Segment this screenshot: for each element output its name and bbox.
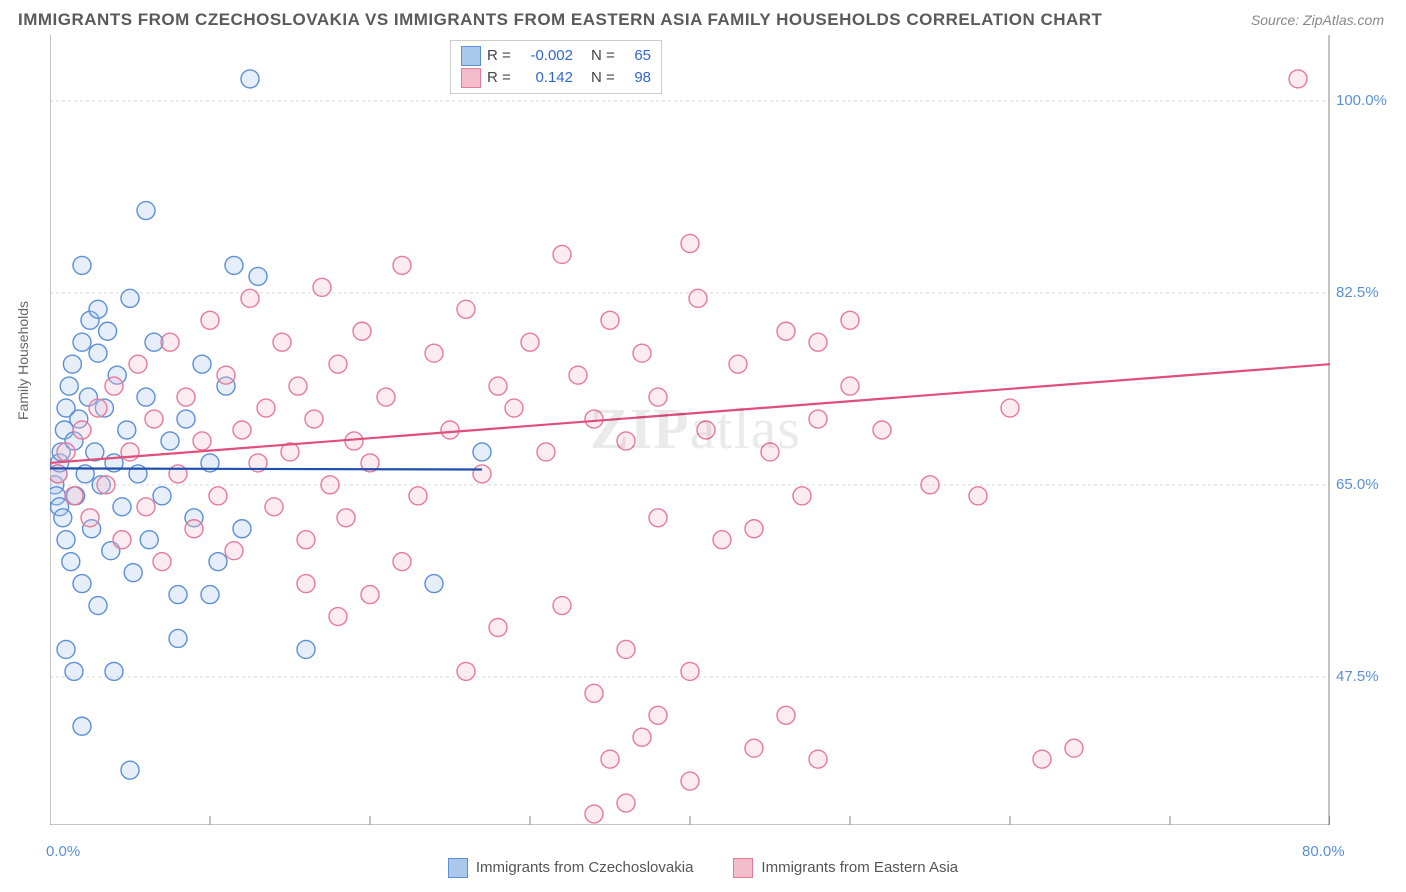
legend-swatch [448,858,468,878]
x-tick-label: 80.0% [1302,843,1345,860]
n-label: N = [591,45,619,67]
chart-title: IMMIGRANTS FROM CZECHOSLOVAKIA VS IMMIGR… [18,10,1102,30]
legend-swatch [461,68,481,88]
n-value: 65 [625,45,651,67]
r-value: 0.142 [521,67,573,89]
r-label: R = [487,67,515,89]
legend-swatch [733,858,753,878]
legend-swatch [461,46,481,66]
series-legend-item: Immigrants from Eastern Asia [733,858,958,878]
legend-label: Immigrants from Eastern Asia [761,859,958,876]
series-legend-item: Immigrants from Czechoslovakia [448,858,694,878]
legend-label: Immigrants from Czechoslovakia [476,859,694,876]
x-tick-label: 0.0% [46,843,80,860]
y-axis-label: Family Households [15,301,31,420]
legend-row: R = 0.142 N = 98 [461,67,651,89]
y-tick-label: 65.0% [1336,476,1379,493]
y-tick-label: 82.5% [1336,284,1379,301]
r-label: R = [487,45,515,67]
legend-row: R = -0.002 N = 65 [461,45,651,67]
correlation-legend: R = -0.002 N = 65 R = 0.142 N = 98 [450,40,662,94]
watermark: ZIPatlas [590,395,801,462]
source-attribution: Source: ZipAtlas.com [1251,12,1384,28]
y-tick-label: 47.5% [1336,668,1379,685]
n-value: 98 [625,67,651,89]
watermark-bold: ZIP [590,396,690,461]
series-legend: Immigrants from Czechoslovakia Immigrants… [0,858,1406,878]
r-value: -0.002 [521,45,573,67]
n-label: N = [591,67,619,89]
y-tick-label: 100.0% [1336,92,1387,109]
watermark-rest: atlas [690,396,801,461]
